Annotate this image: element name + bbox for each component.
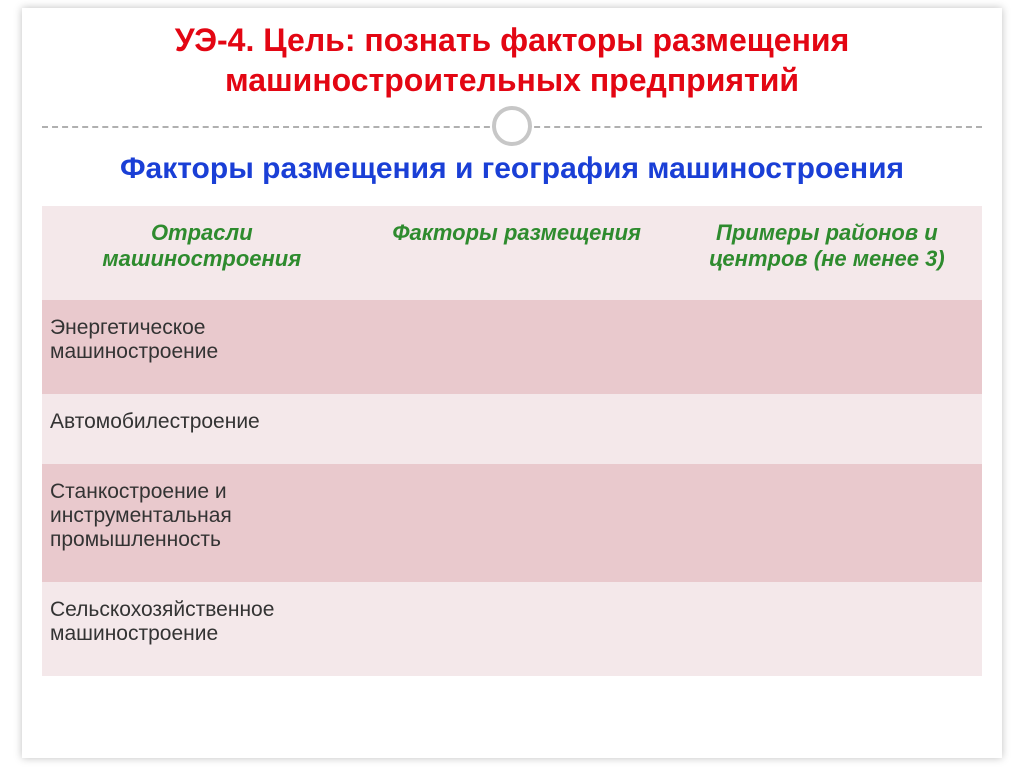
header-branch: Отрасли машиностроения [42,206,362,300]
subtitle: Факторы размещения и география машиностр… [22,144,1002,206]
header-examples: Примеры районов и центров (не менее 3) [672,206,982,300]
table-header-row: Отрасли машиностроения Факторы размещени… [42,206,982,300]
cell-factors [362,394,672,464]
cell-examples [672,300,982,394]
cell-branch: Станкостроение и инструментальная промыш… [42,464,362,582]
main-title: УЭ-4. Цель: познать факторы размещения м… [62,20,962,100]
table-row: Сельскохозяйственное машиностроение [42,582,982,676]
title-block: УЭ-4. Цель: познать факторы размещения м… [22,8,1002,108]
table-row: Автомобилестроение [42,394,982,464]
factors-table: Отрасли машиностроения Факторы размещени… [42,206,982,676]
cell-branch: Автомобилестроение [42,394,362,464]
table-row: Энергетическое машиностроение [42,300,982,394]
cell-factors [362,464,672,582]
table-row: Станкостроение и инструментальная промыш… [42,464,982,582]
divider-circle-icon [492,106,532,146]
header-factors: Факторы размещения [362,206,672,300]
cell-branch: Энергетическое машиностроение [42,300,362,394]
divider [22,112,1002,144]
cell-factors [362,300,672,394]
cell-examples [672,394,982,464]
cell-factors [362,582,672,676]
cell-examples [672,582,982,676]
slide-container: УЭ-4. Цель: познать факторы размещения м… [22,8,1002,758]
cell-branch: Сельскохозяйственное машиностроение [42,582,362,676]
cell-examples [672,464,982,582]
